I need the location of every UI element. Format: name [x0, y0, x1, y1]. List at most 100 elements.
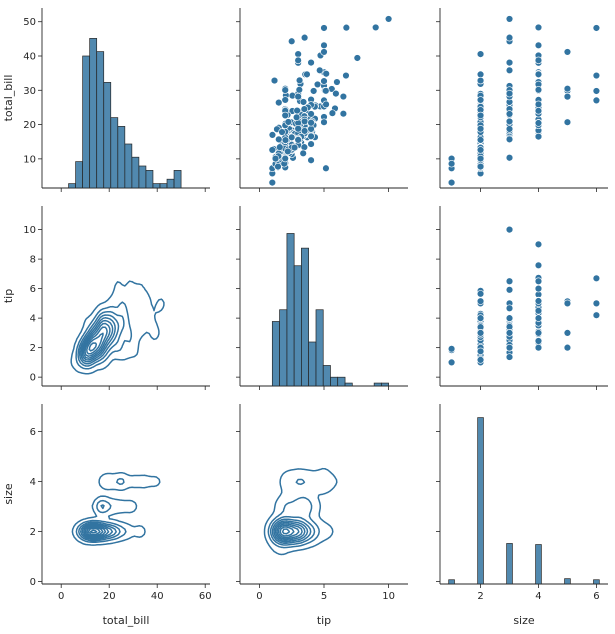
scatter-point	[476, 297, 485, 305]
histogram-bar-total_bill	[145, 170, 154, 188]
histogram-bar-total_bill	[96, 51, 105, 188]
kde-contour-level	[80, 317, 116, 363]
y-tick-label-tip: 0	[30, 373, 36, 384]
kde-contour-level	[274, 521, 306, 542]
scatter-point	[592, 311, 601, 319]
scatter-point	[299, 98, 308, 106]
scatter-point	[316, 66, 324, 74]
scatter-point	[322, 100, 330, 109]
histogram-bar-tip	[344, 382, 353, 386]
y-tick-label-total_bill: 10	[23, 154, 36, 165]
scatter-point	[476, 125, 485, 133]
scatter-point	[293, 106, 301, 115]
scatter-point	[447, 160, 456, 168]
x-axis-label-total_bill: total_bill	[103, 614, 150, 627]
histogram-bar-total_bill	[152, 183, 161, 188]
scatter-point	[294, 92, 302, 101]
scatter-point	[270, 76, 279, 85]
scatter-point	[292, 113, 301, 122]
scatter-point	[563, 343, 572, 352]
scatter-point	[476, 314, 485, 322]
scatter-point	[534, 119, 543, 127]
scatter-point	[307, 58, 315, 67]
scatter-point	[339, 92, 348, 101]
histogram-bar-total_bill	[75, 161, 83, 188]
scatter-point	[505, 33, 514, 42]
scatter-point	[563, 118, 572, 126]
x-tick-label-size: 6	[593, 591, 599, 602]
scatter-point	[476, 146, 485, 154]
histogram-bar-total_bill	[166, 178, 175, 188]
x-axis-label-tip: tip	[317, 614, 331, 627]
scatter-point	[505, 117, 514, 126]
scatter-point	[505, 329, 514, 337]
scatter-point	[534, 277, 543, 285]
kde-tip-vs-total_bill	[70, 280, 165, 375]
scatter-point	[320, 118, 328, 126]
scatter-point	[307, 110, 315, 118]
y-tick-label-tip: 10	[23, 225, 36, 236]
scatter-point	[476, 76, 485, 85]
kde-contour-level	[267, 478, 320, 549]
scatter-point	[592, 87, 601, 95]
kde-contour-level	[281, 528, 291, 535]
y-tick-label-total_bill: 40	[23, 52, 36, 63]
histogram-bar-total_bill	[138, 165, 147, 188]
scatter-point	[353, 54, 362, 62]
scatter-point	[332, 89, 340, 98]
kde-contour-level	[77, 310, 125, 367]
scatter-point	[271, 154, 280, 163]
scatter-point	[505, 286, 514, 294]
histogram-bar-size	[448, 579, 455, 584]
x-tick-label-size: 2	[477, 591, 483, 602]
histogram-bar-tip	[315, 309, 324, 386]
kde-contour-level	[79, 522, 117, 541]
histogram-bar-tip	[286, 233, 295, 386]
scatter-point	[447, 345, 456, 353]
scatter-point	[281, 111, 289, 120]
histogram-bar-size	[535, 544, 542, 584]
kde-contour-level	[71, 471, 161, 546]
x-tick-label-tip: 0	[256, 591, 262, 602]
histogram-bar-total_bill	[117, 126, 126, 188]
scatter-point	[505, 15, 514, 23]
histogram-bar-tip	[279, 309, 288, 386]
scatter-point	[534, 41, 543, 50]
histogram-bar-size	[564, 578, 571, 584]
scatter-point	[339, 110, 348, 118]
scatter-point	[384, 15, 393, 23]
histogram-tip	[271, 233, 389, 386]
kde-contour-level	[269, 515, 316, 546]
scatter-point	[563, 92, 572, 101]
y-tick-label-size: 4	[30, 477, 36, 488]
kde-contour-level	[87, 527, 101, 536]
scatter-point	[505, 66, 514, 74]
histogram-bar-size	[593, 579, 600, 584]
histogram-bar-total_bill	[82, 55, 91, 188]
y-tick-label-tip: 8	[30, 255, 36, 266]
y-tick-label-total_bill: 30	[23, 86, 36, 97]
y-tick-label-tip: 4	[30, 314, 36, 325]
kde-contour-level	[81, 319, 114, 361]
scatter-point	[320, 41, 328, 50]
scatter-point	[505, 353, 514, 361]
scatter-point	[333, 78, 341, 86]
y-tick-label-tip: 2	[30, 343, 36, 354]
scatter-point	[476, 356, 485, 364]
y-axis-label-tip: tip	[2, 289, 15, 303]
scatter-point	[300, 117, 309, 126]
scatter-point	[534, 23, 543, 32]
histogram-bar-tip	[322, 365, 331, 386]
scatter-point	[505, 135, 514, 144]
y-axis-label-size: size	[2, 483, 15, 505]
scatter-point	[303, 70, 311, 79]
kde-contour-level	[277, 524, 300, 539]
x-tick-label-size: 4	[535, 591, 541, 602]
scatter-point	[592, 299, 601, 308]
scatter-point	[563, 85, 572, 93]
x-tick-label-total_bill: 40	[151, 591, 164, 602]
scatter-point	[320, 24, 328, 32]
scatter-point	[592, 24, 601, 32]
